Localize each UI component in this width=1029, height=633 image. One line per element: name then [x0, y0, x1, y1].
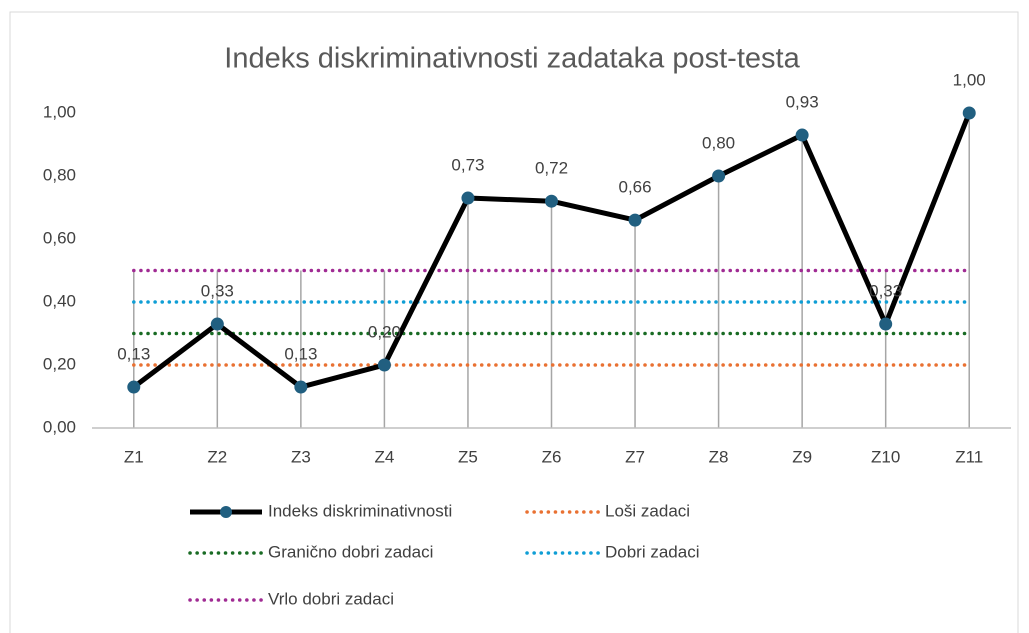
x-tick-label: Z9: [792, 447, 812, 466]
legend-label: Vrlo dobri zadaci: [268, 589, 394, 608]
data-label: 1,00: [953, 70, 986, 89]
x-tick-label: Z5: [458, 447, 478, 466]
chart-title: Indeks diskriminativnosti zadataka post-…: [224, 43, 800, 75]
y-tick-label: 0,00: [43, 417, 76, 436]
x-tick-label: Z10: [871, 447, 900, 466]
data-label: 0,20: [368, 322, 401, 341]
legend-label: Indeks diskriminativnosti: [268, 501, 452, 520]
legend-label: Dobri zadaci: [605, 542, 700, 561]
data-label: 0,13: [284, 345, 317, 364]
data-label: 0,73: [451, 156, 484, 175]
point: [377, 358, 391, 372]
legend-label: Loši zadaci: [605, 501, 690, 520]
y-tick-label: 0,40: [43, 291, 76, 310]
x-tick-label: Z1: [124, 447, 144, 466]
point: [879, 317, 893, 331]
y-tick-label: 1,00: [43, 102, 76, 121]
data-label: 0,33: [869, 282, 902, 301]
data-label: 0,13: [117, 345, 150, 364]
legend-label: Granično dobri zadaci: [268, 542, 433, 561]
x-tick-label: Z11: [955, 447, 983, 466]
x-tick-label: Z2: [207, 447, 227, 466]
data-label: 0,33: [201, 282, 234, 301]
data-label: 0,66: [618, 178, 651, 197]
data-label: 0,72: [535, 159, 568, 178]
data-label: 0,93: [786, 93, 819, 112]
point: [210, 317, 224, 331]
x-tick-label: Z4: [374, 447, 394, 466]
point: [962, 106, 976, 120]
y-tick-label: 0,80: [43, 165, 76, 184]
chart-border: [9, 11, 1019, 633]
data-label: 0,80: [702, 133, 735, 152]
x-tick-label: Z3: [291, 447, 311, 466]
x-tick-label: Z7: [625, 447, 645, 466]
point: [628, 213, 642, 227]
point: [545, 194, 558, 208]
legend-marker: [220, 506, 232, 518]
x-tick-label: Z8: [709, 447, 729, 466]
point: [712, 169, 726, 183]
y-tick-label: 0,60: [43, 228, 76, 247]
point: [461, 191, 475, 205]
point: [795, 128, 809, 142]
y-tick-label: 0,20: [43, 354, 76, 373]
point: [294, 380, 308, 394]
point: [127, 380, 141, 394]
x-tick-label: Z6: [542, 447, 562, 466]
